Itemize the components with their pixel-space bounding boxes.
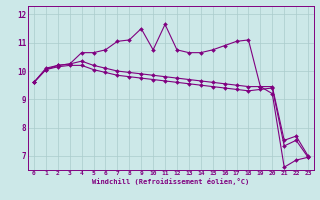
X-axis label: Windchill (Refroidissement éolien,°C): Windchill (Refroidissement éolien,°C)	[92, 178, 250, 185]
